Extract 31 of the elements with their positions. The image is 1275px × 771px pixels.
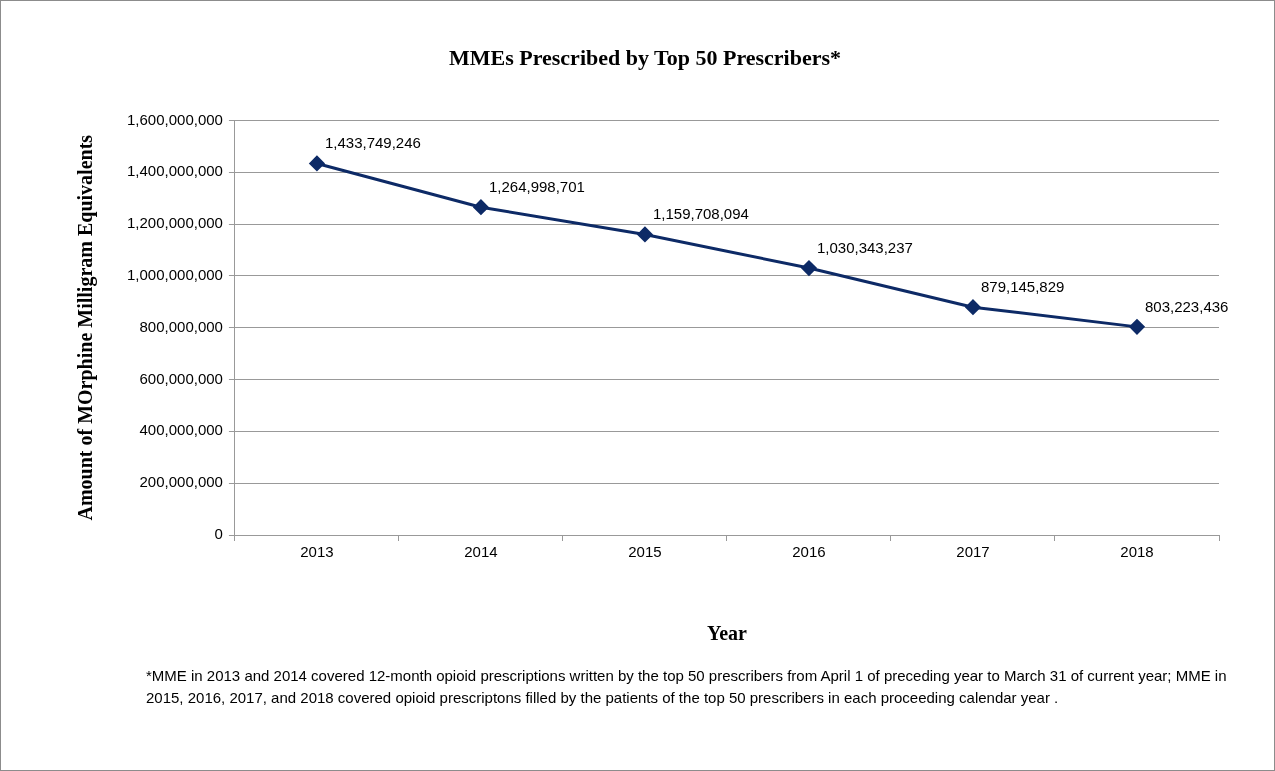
x-tick-label: 2017 bbox=[956, 543, 990, 561]
x-tick-label: 2018 bbox=[1120, 543, 1154, 561]
data-label: 1,264,998,701 bbox=[488, 177, 585, 195]
text: *MME in 2013 and 2014 covered 12-month opioid prescriptions written by the top 50 prescribers from April 1 of preceding year to March 31 of current year; MME in 2015, 2016, 2017, and 2018 covered opioid prescriptons filled by the patients of the top 50 prescribers in each proceeding calendar year . bbox=[146, 666, 1228, 708]
y-tick-label: 0 bbox=[214, 525, 223, 543]
x-tick-label: 2015 bbox=[628, 543, 662, 561]
data-label: 803,223,436 bbox=[1144, 297, 1229, 315]
x-tick-label: 2013 bbox=[300, 543, 334, 561]
data-label: 879,145,829 bbox=[980, 277, 1065, 295]
data-label: 1,159,708,094 bbox=[652, 205, 749, 223]
y-axis-title: Amount of MOrphine Milligram Equivalents bbox=[74, 134, 98, 521]
y-tick-label: 1,200,000,000 bbox=[126, 214, 223, 232]
chart-title: MMEs Prescribed by Top 50 Prescribers* bbox=[448, 44, 842, 70]
x-tick-label: 2014 bbox=[464, 543, 498, 561]
point bbox=[637, 226, 653, 242]
x-axis-title: Year bbox=[706, 622, 748, 645]
y-tick-label: 1,000,000,000 bbox=[126, 266, 223, 284]
x-tick-label: 2016 bbox=[792, 543, 826, 561]
data-label: 1,433,749,246 bbox=[324, 134, 421, 152]
point bbox=[473, 199, 489, 215]
y-tick-label: 1,600,000,000 bbox=[126, 110, 223, 128]
point bbox=[965, 299, 981, 315]
y-tick-label: 1,400,000,000 bbox=[126, 162, 223, 180]
point bbox=[1129, 319, 1145, 335]
y-tick-label: 600,000,000 bbox=[139, 369, 223, 387]
point bbox=[309, 155, 325, 171]
data-label: 1,030,343,237 bbox=[816, 238, 913, 256]
point bbox=[801, 260, 817, 276]
y-tick-label: 200,000,000 bbox=[139, 473, 223, 491]
y-tick-label: 800,000,000 bbox=[139, 317, 223, 335]
y-tick-label: 400,000,000 bbox=[139, 421, 223, 439]
